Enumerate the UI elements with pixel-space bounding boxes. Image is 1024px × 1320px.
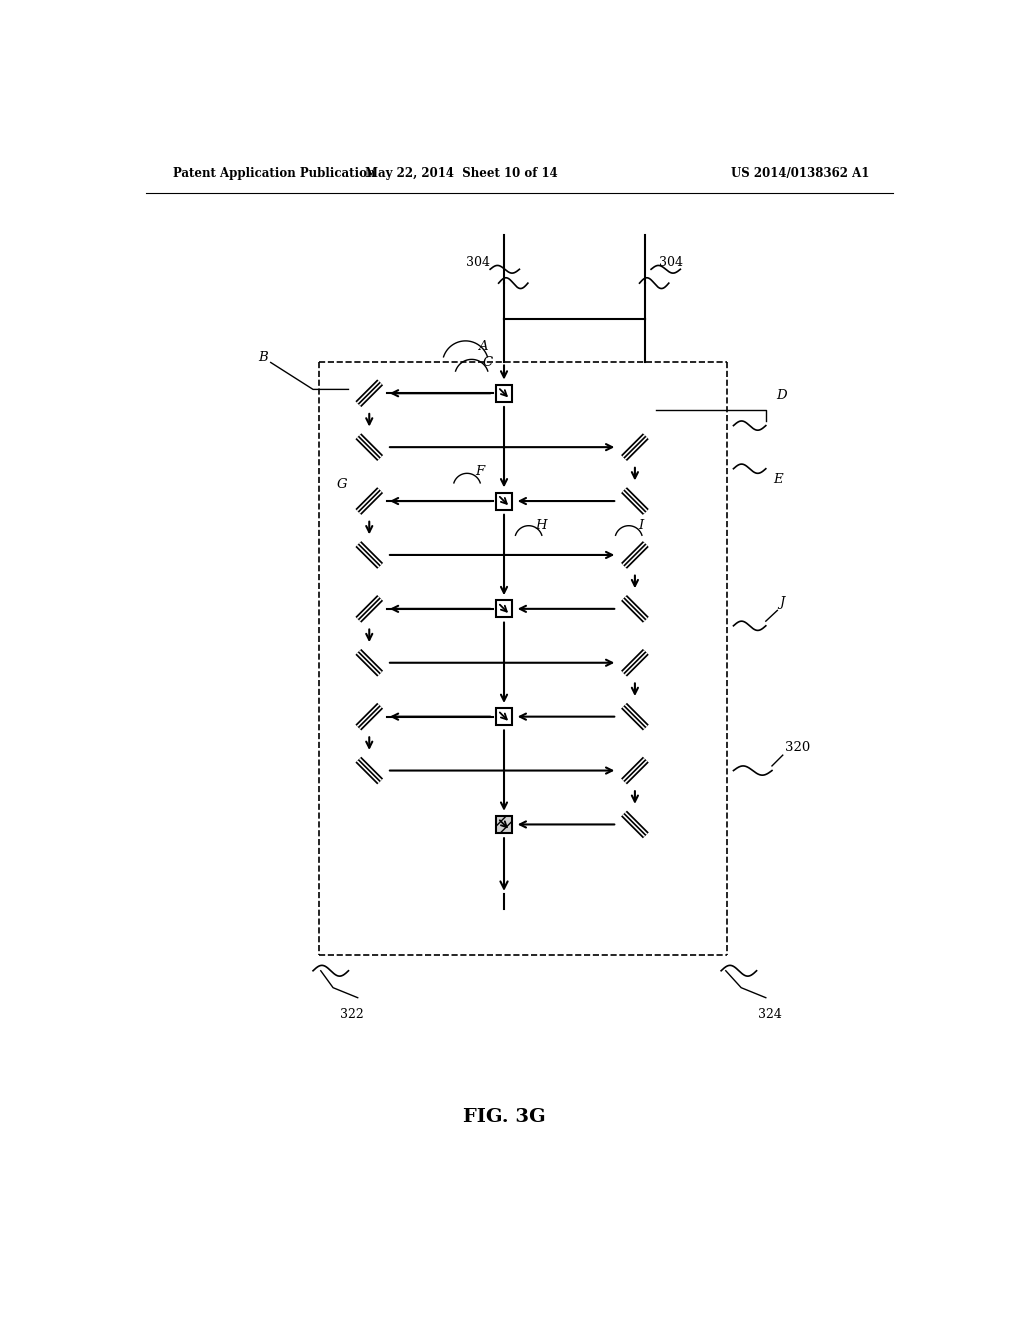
Text: 322: 322 [340,1007,364,1020]
Text: 320: 320 [785,741,810,754]
Text: F: F [475,465,484,478]
Text: J: J [779,595,785,609]
Text: I: I [638,519,644,532]
Bar [496,385,512,401]
Bar [496,601,512,618]
Bar [496,492,512,510]
Text: FIG. 3G: FIG. 3G [463,1107,546,1126]
Text: G: G [337,478,348,491]
Text: C: C [482,355,493,368]
Text: E: E [773,473,783,486]
Text: 304: 304 [466,256,490,269]
Bar [496,816,512,833]
Text: US 2014/0138362 A1: US 2014/0138362 A1 [731,168,869,181]
Text: B: B [258,351,268,363]
Text: Patent Application Publication: Patent Application Publication [173,168,376,181]
Text: May 22, 2014  Sheet 10 of 14: May 22, 2014 Sheet 10 of 14 [366,168,558,181]
Text: 324: 324 [758,1007,781,1020]
Bar [496,709,512,725]
Text: H: H [536,519,547,532]
Text: 304: 304 [658,256,683,269]
Text: A: A [477,341,487,354]
Text: D: D [776,389,786,403]
